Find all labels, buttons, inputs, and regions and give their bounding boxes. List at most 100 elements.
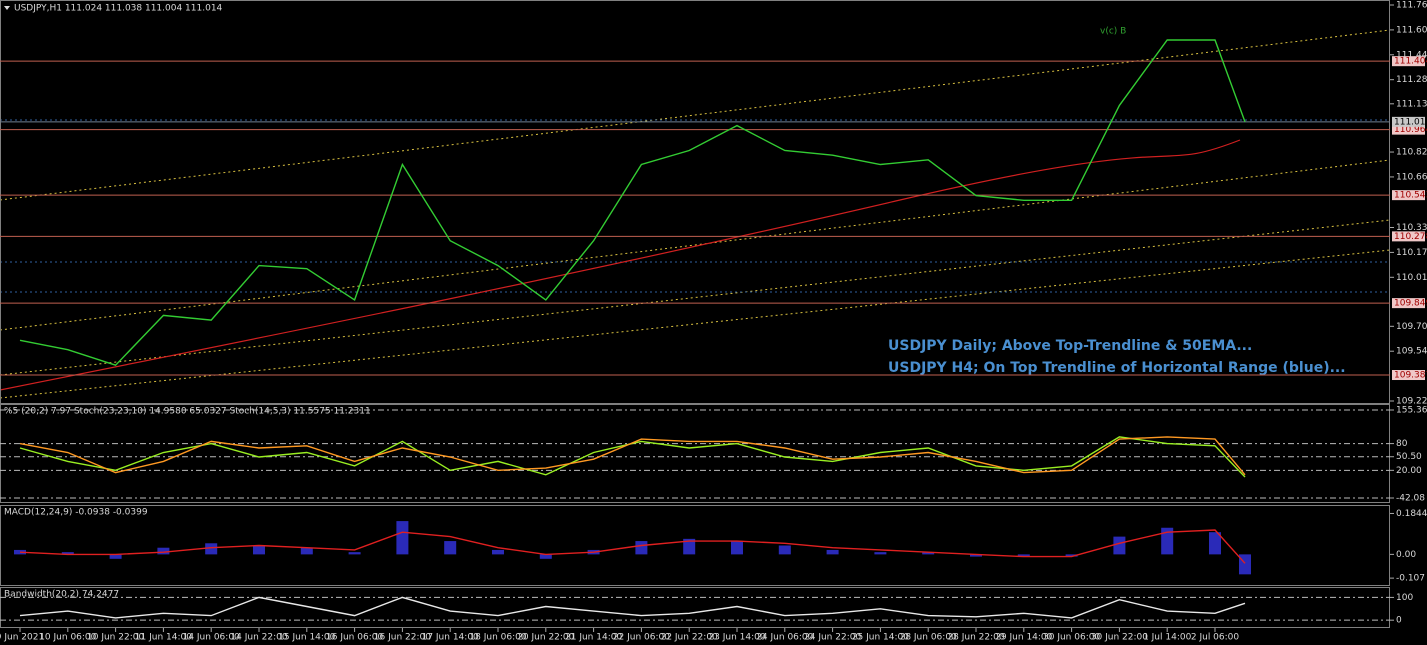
x-tick-label: 2 Jul 06:00	[1191, 633, 1240, 643]
chart-title: USDJPY,H1 111.024 111.038 111.004 111.01…	[14, 4, 223, 14]
price-level-box	[1392, 124, 1425, 135]
macd-bar	[874, 552, 887, 555]
macd-bar	[157, 547, 170, 555]
macd-bar	[778, 545, 791, 555]
price-level-label: 110.278	[1394, 232, 1427, 242]
moving-average-200	[0, 139, 1241, 391]
trendlines	[0, 29, 1391, 399]
wave-label: v(c) B	[1100, 27, 1126, 37]
price-level-box	[1392, 370, 1425, 381]
x-tick-label: 24 Jun 06:00	[756, 633, 813, 643]
current-price-box	[1392, 116, 1425, 127]
macd-bar	[61, 552, 74, 555]
x-tick-label: 29 Jun 14:00	[995, 633, 1052, 643]
x-tick-label: 14 Jun 06:00	[183, 633, 240, 643]
y-tick-label: 0.00	[1396, 550, 1416, 560]
y-tick-label: 111.445	[1396, 50, 1427, 60]
x-tick-label: 9 Jun 2021	[0, 633, 44, 643]
macd-bar	[1017, 554, 1030, 557]
annotation: USDJPY H4; On Top Trendline of Horizonta…	[888, 360, 1346, 376]
macd-bar	[396, 521, 409, 555]
macd-bar	[14, 549, 26, 555]
y-tick-label: 110.335	[1396, 223, 1427, 233]
x-tick-label: 30 Jun 06:00	[1043, 633, 1100, 643]
x-tick-label: 22 Jun 06:00	[613, 633, 670, 643]
x-tick-label: 18 Jun 06:00	[469, 633, 526, 643]
y-tick-label: 110.660	[1396, 172, 1427, 182]
y-tick-label: 111.130	[1396, 99, 1427, 109]
macd-title: MACD(12,24,9) -0.0938 -0.0399	[4, 508, 148, 518]
price-level-label: 110.964	[1394, 125, 1427, 135]
macd-bar	[922, 552, 935, 555]
x-tick-label: 20 Jun 22:00	[517, 633, 574, 643]
y-tick-label: -42.08	[1396, 494, 1425, 504]
price-level-box	[1392, 298, 1425, 309]
y-tick-label: 111.765	[1396, 1, 1427, 11]
x-tick-label: 11 Jun 14:00	[135, 633, 192, 643]
y-tick-label: 0.1844	[1396, 509, 1427, 519]
macd-bar	[109, 554, 122, 559]
annotation: USDJPY Daily; Above Top-Trendline & 50EM…	[888, 338, 1252, 354]
macd-bar	[970, 554, 982, 557]
price-level-box	[1392, 190, 1425, 201]
x-tick-label: 10 Jun 22:00	[87, 633, 144, 643]
x-tick-label: 15 Jun 14:00	[278, 633, 335, 643]
y-tick-label: 0	[1396, 616, 1402, 626]
y-tick-label: -0.107	[1396, 574, 1425, 584]
pane-borders	[0, 0, 1390, 628]
price-level-label: 109.849	[1394, 299, 1427, 309]
macd-bar	[1065, 554, 1078, 557]
indicator-line	[19, 436, 1246, 476]
x-tick-label: 28 Jun 22:00	[947, 633, 1004, 643]
price-level-box	[1392, 231, 1425, 242]
price-level-label: 109.387	[1394, 371, 1427, 381]
y-tick-label: 109.700	[1396, 322, 1427, 332]
y-tick-label: 110.820	[1396, 148, 1427, 158]
macd-bar	[253, 545, 265, 555]
x-tick-label: 10 Jun 06:00	[39, 633, 96, 643]
y-tick-label: 109.540	[1396, 347, 1427, 357]
y-tick-label: 100	[1396, 593, 1413, 603]
y-tick-label: 111.285	[1396, 75, 1427, 85]
price-level-label: 110.543	[1394, 191, 1427, 201]
range-lines	[0, 119, 1390, 293]
x-tick-label: 25 Jun 14:00	[852, 633, 909, 643]
indicator-line	[19, 436, 1246, 478]
x-tick-label: 16 Jun 22:00	[374, 633, 431, 643]
price-level-label: 111.404	[1394, 57, 1427, 67]
y-tick-label: 111.605	[1396, 25, 1427, 35]
macd-bar	[683, 538, 696, 555]
price-level-box	[1392, 56, 1425, 67]
x-tick-label: 17 Jun 14:00	[422, 633, 479, 643]
macd-bar	[539, 554, 552, 559]
x-tick-label: 21 Jun 14:00	[565, 633, 622, 643]
macd-bar	[1239, 554, 1251, 575]
macd-bar	[1113, 536, 1126, 555]
y-tick-label: 20.00	[1396, 466, 1422, 476]
macd-bar	[731, 541, 743, 555]
macd-bar	[826, 549, 839, 555]
y-tick-label: 155.36	[1396, 406, 1427, 416]
x-tick-label: 16 Jun 06:00	[326, 633, 383, 643]
macd-bar	[492, 549, 504, 555]
x-tick-label: 14 Jun 22:00	[230, 633, 287, 643]
price-line	[19, 39, 1246, 367]
x-tick-label: 1 Jul 14:00	[1143, 633, 1192, 643]
macd-bar	[444, 541, 457, 555]
macd-bar	[635, 541, 648, 555]
current-price-label: 111.014	[1394, 117, 1427, 127]
price-line	[19, 596, 1246, 619]
macd-signal	[19, 529, 1246, 564]
macd-bar	[348, 552, 361, 555]
x-tick-label: 24 Jun 22:00	[804, 633, 861, 643]
x-tick-label: 28 Jun 06:00	[900, 633, 957, 643]
macd-bar	[205, 543, 218, 555]
y-tick-label: 109.220	[1396, 397, 1427, 407]
menu-arrow[interactable]	[4, 6, 10, 10]
stoch-title: %5 (20,2) 7.97 Stoch(23,23,10) 14.9580 6…	[4, 407, 371, 417]
macd-bar	[300, 547, 313, 555]
y-tick-label: 110.175	[1396, 248, 1427, 258]
x-tick-label: 30 Jun 22:00	[1091, 633, 1148, 643]
